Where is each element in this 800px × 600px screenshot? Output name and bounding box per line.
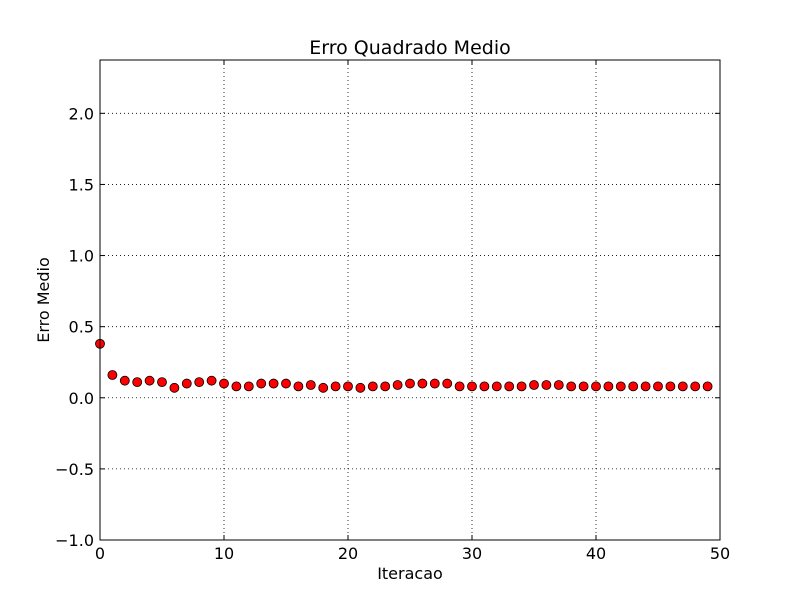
data-point xyxy=(219,378,229,389)
axis-ticks xyxy=(99,60,721,541)
data-point xyxy=(281,378,291,389)
data-point xyxy=(132,377,143,388)
data-point xyxy=(479,381,490,392)
data-point xyxy=(367,381,378,392)
data-point xyxy=(516,381,527,392)
tick-labels: 0 10 20 30 40 50 −1.0 −0.5 0.0 0.5 1.0 1.5 2.0 xyxy=(55,104,730,563)
data-point xyxy=(529,380,539,390)
x-axis-label: Iteracao xyxy=(377,564,443,583)
y-tick-label: 2.0 xyxy=(69,104,94,123)
data-point xyxy=(318,382,329,393)
data-point xyxy=(690,381,701,392)
chart-title: Erro Quadrado Medio xyxy=(309,37,510,59)
data-point xyxy=(566,381,577,392)
y-tick-label: 0.5 xyxy=(69,318,94,337)
data-point xyxy=(417,378,428,389)
data-point xyxy=(181,378,192,389)
data-point xyxy=(293,381,304,392)
x-tick-label: 10 xyxy=(214,544,234,563)
x-tick-label: 30 xyxy=(462,544,482,563)
data-point xyxy=(392,380,403,390)
x-tick-label: 0 xyxy=(95,544,105,563)
data-point xyxy=(615,381,626,392)
data-point xyxy=(665,381,676,392)
data-point xyxy=(429,378,440,389)
data-point xyxy=(640,381,651,392)
data-point xyxy=(702,381,713,392)
data-point xyxy=(454,381,465,392)
data-point xyxy=(194,377,205,388)
y-tick-label: 1.5 xyxy=(69,175,94,194)
data-point xyxy=(157,377,167,388)
y-tick-label: −0.5 xyxy=(55,460,94,479)
data-point xyxy=(169,382,180,393)
data-point xyxy=(144,375,155,386)
data-point xyxy=(442,378,453,389)
data-point xyxy=(380,381,391,392)
data-point xyxy=(603,381,614,392)
data-point xyxy=(405,378,415,389)
data-point xyxy=(467,381,477,392)
x-tick-label: 50 xyxy=(710,544,730,563)
y-axis-label: Erro Medio xyxy=(34,257,53,343)
data-point xyxy=(355,382,366,393)
y-tick-label: −1.0 xyxy=(55,531,94,550)
data-point xyxy=(677,381,688,392)
data-point xyxy=(591,381,601,392)
data-point xyxy=(541,380,552,390)
x-tick-label: 40 xyxy=(586,544,606,563)
data-point xyxy=(231,381,242,392)
data-point xyxy=(107,370,118,380)
data-point xyxy=(628,381,639,392)
data-point xyxy=(243,381,254,392)
data-point xyxy=(268,378,279,389)
data-point xyxy=(504,381,515,392)
data-point xyxy=(491,381,502,392)
data-point xyxy=(343,381,353,392)
x-tick-label: 20 xyxy=(338,544,358,563)
data-point xyxy=(553,380,564,390)
data-point xyxy=(305,380,316,390)
y-tick-label: 0.0 xyxy=(69,389,94,408)
data-point xyxy=(330,381,341,392)
data-points xyxy=(95,338,713,393)
data-point xyxy=(206,375,217,386)
plot-frame xyxy=(99,59,721,541)
y-tick-label: 1.0 xyxy=(69,247,94,266)
data-point xyxy=(653,381,663,392)
data-point xyxy=(256,378,267,389)
data-point xyxy=(578,381,589,392)
grid-lines xyxy=(100,60,720,540)
data-point xyxy=(119,375,130,386)
